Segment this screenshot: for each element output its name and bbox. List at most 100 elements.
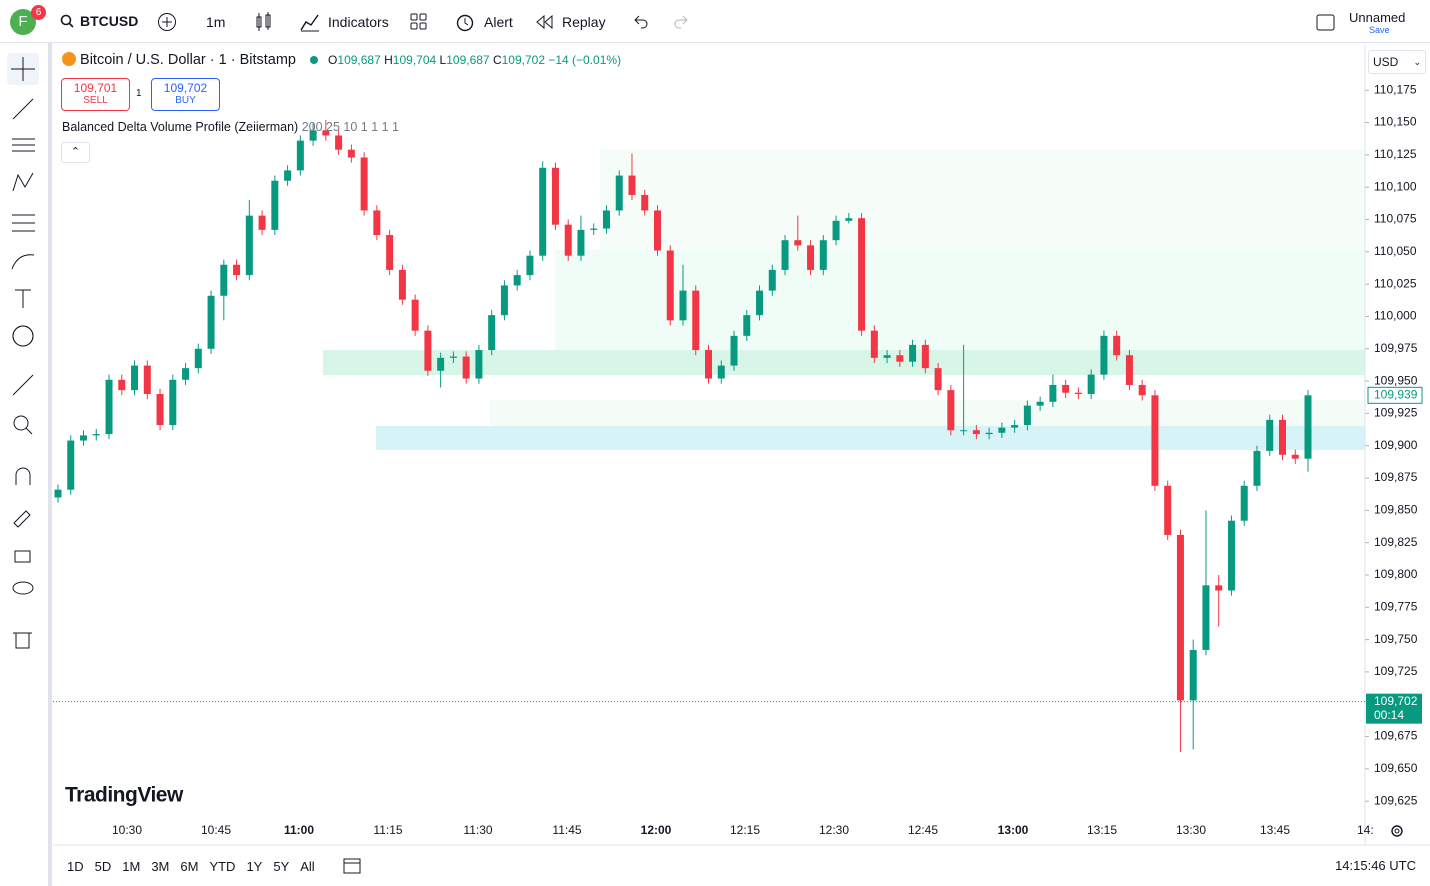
candle-body	[730, 335, 738, 366]
candle-body	[322, 130, 330, 136]
buy-button[interactable]: 109,702 BUY	[151, 78, 220, 111]
status-dot	[310, 56, 319, 64]
replay[interactable]: Replay	[562, 14, 606, 30]
range-button[interactable]: 6M	[180, 859, 199, 874]
save[interactable]: Save	[1369, 25, 1390, 35]
candle-body	[590, 228, 598, 230]
candle-body	[1176, 534, 1184, 701]
candle-body	[411, 299, 419, 331]
alert[interactable]: Alert	[484, 14, 513, 30]
y-tick-label: 109,900	[1374, 438, 1418, 452]
indicators-icon	[300, 14, 319, 32]
x-tick-label: 13:30	[1176, 823, 1206, 837]
logo: TradingView	[65, 784, 184, 807]
candle-body	[1189, 649, 1197, 701]
candle-body	[1023, 405, 1031, 426]
alert-icon	[456, 14, 474, 32]
volume-profile	[490, 400, 1365, 426]
range-button[interactable]: YTD	[209, 859, 236, 874]
candle-body	[513, 275, 521, 286]
candle-body	[398, 269, 406, 300]
undo-redo[interactable]	[632, 14, 692, 30]
candle-body	[960, 430, 968, 432]
symbol[interactable]: BTCUSD	[80, 13, 139, 29]
candle-body	[947, 390, 955, 431]
replay-icon	[536, 15, 553, 29]
candle-body	[449, 356, 457, 358]
left-toolbar	[0, 43, 52, 886]
ohlc-key: O	[328, 53, 338, 67]
layout-icon	[1316, 14, 1335, 31]
sell-button[interactable]: 109,701 SELL	[61, 78, 130, 111]
y-tick-label: 109,850	[1374, 503, 1418, 517]
candle-body	[271, 180, 279, 230]
y-tick-label: 109,775	[1374, 599, 1418, 613]
candle-body	[615, 175, 623, 211]
axis-settings[interactable]	[1388, 823, 1406, 839]
candle-body	[92, 434, 100, 436]
change: −14 (−0.01%)	[548, 53, 622, 67]
candle-body	[207, 295, 215, 349]
candle-body	[564, 224, 572, 256]
y-tick-label: 109,675	[1374, 729, 1418, 743]
indicator-legend: Balanced Delta Volume Profile (Zeiierman…	[62, 120, 399, 134]
x-tick-label: 14:	[1357, 823, 1374, 837]
candle-body	[194, 348, 202, 369]
candle-body	[335, 135, 343, 150]
candle-body	[666, 250, 674, 321]
range-button[interactable]: 1Y	[246, 859, 263, 874]
range-button[interactable]: 5D	[94, 859, 112, 874]
buy-label: BUY	[175, 95, 196, 106]
x-tick-label: 10:45	[201, 823, 231, 837]
candle-body	[424, 330, 432, 371]
candle-body	[858, 218, 866, 331]
ohlc-value: 109,702	[501, 53, 546, 67]
range-button[interactable]: 3M	[151, 859, 170, 874]
candle-body	[220, 264, 228, 296]
bottom-bar: 1D 5D 1M 3M 6M YTD 1Y 5Y All 14:15:46 UTC	[50, 846, 1430, 886]
range-button[interactable]: All	[300, 859, 315, 874]
add-symbol[interactable]	[157, 12, 177, 32]
search-icon	[60, 14, 74, 28]
range-button[interactable]: 1D	[67, 859, 84, 874]
ranges: 1D 5D 1M 3M 6M YTD 1Y 5Y All	[67, 858, 326, 876]
interval[interactable]: 1m	[206, 14, 226, 30]
range-button[interactable]: 5Y	[273, 859, 290, 874]
range-button[interactable]: 1M	[122, 859, 141, 874]
price-label: 109,939	[1374, 387, 1418, 401]
x-tick-label: 13:45	[1260, 823, 1290, 837]
volume-profile	[600, 150, 1365, 250]
candle-body	[182, 368, 190, 380]
candle-body	[67, 440, 75, 490]
ohlc: O109,687 H109,704 L109,687 C109,702 −14 …	[328, 53, 621, 67]
candle-body	[1125, 355, 1133, 385]
currency: USD	[1373, 55, 1399, 69]
layout-name[interactable]: Unnamed	[1349, 10, 1406, 25]
currency-select[interactable]: USD ⌄	[1368, 50, 1426, 74]
candle-body	[819, 240, 827, 270]
badge: 6	[31, 5, 46, 20]
candle-body	[156, 394, 164, 426]
candle-body	[169, 379, 177, 426]
x-tick-label: 10:30	[112, 823, 142, 837]
candle-body	[998, 427, 1006, 433]
candle-body	[488, 315, 496, 351]
clock: 14:15:46 UTC	[1335, 858, 1416, 873]
candle-body	[296, 140, 304, 171]
collapse-button[interactable]: ⌃	[61, 142, 90, 163]
layouts[interactable]	[410, 13, 428, 31]
chart-type[interactable]	[255, 12, 273, 32]
candle-body	[1278, 419, 1286, 455]
candle-body	[1087, 374, 1095, 395]
indicators[interactable]: Indicators	[328, 14, 389, 30]
y-tick-label: 109,875	[1374, 470, 1418, 484]
sell-label: SELL	[83, 95, 108, 106]
candle-body	[1151, 395, 1159, 486]
goto-date[interactable]	[342, 855, 362, 875]
y-tick-label: 109,625	[1374, 793, 1418, 807]
candle-body	[934, 368, 942, 391]
candle-body	[909, 344, 917, 362]
drawing-tools[interactable]	[0, 43, 48, 663]
candle-body	[870, 330, 878, 358]
